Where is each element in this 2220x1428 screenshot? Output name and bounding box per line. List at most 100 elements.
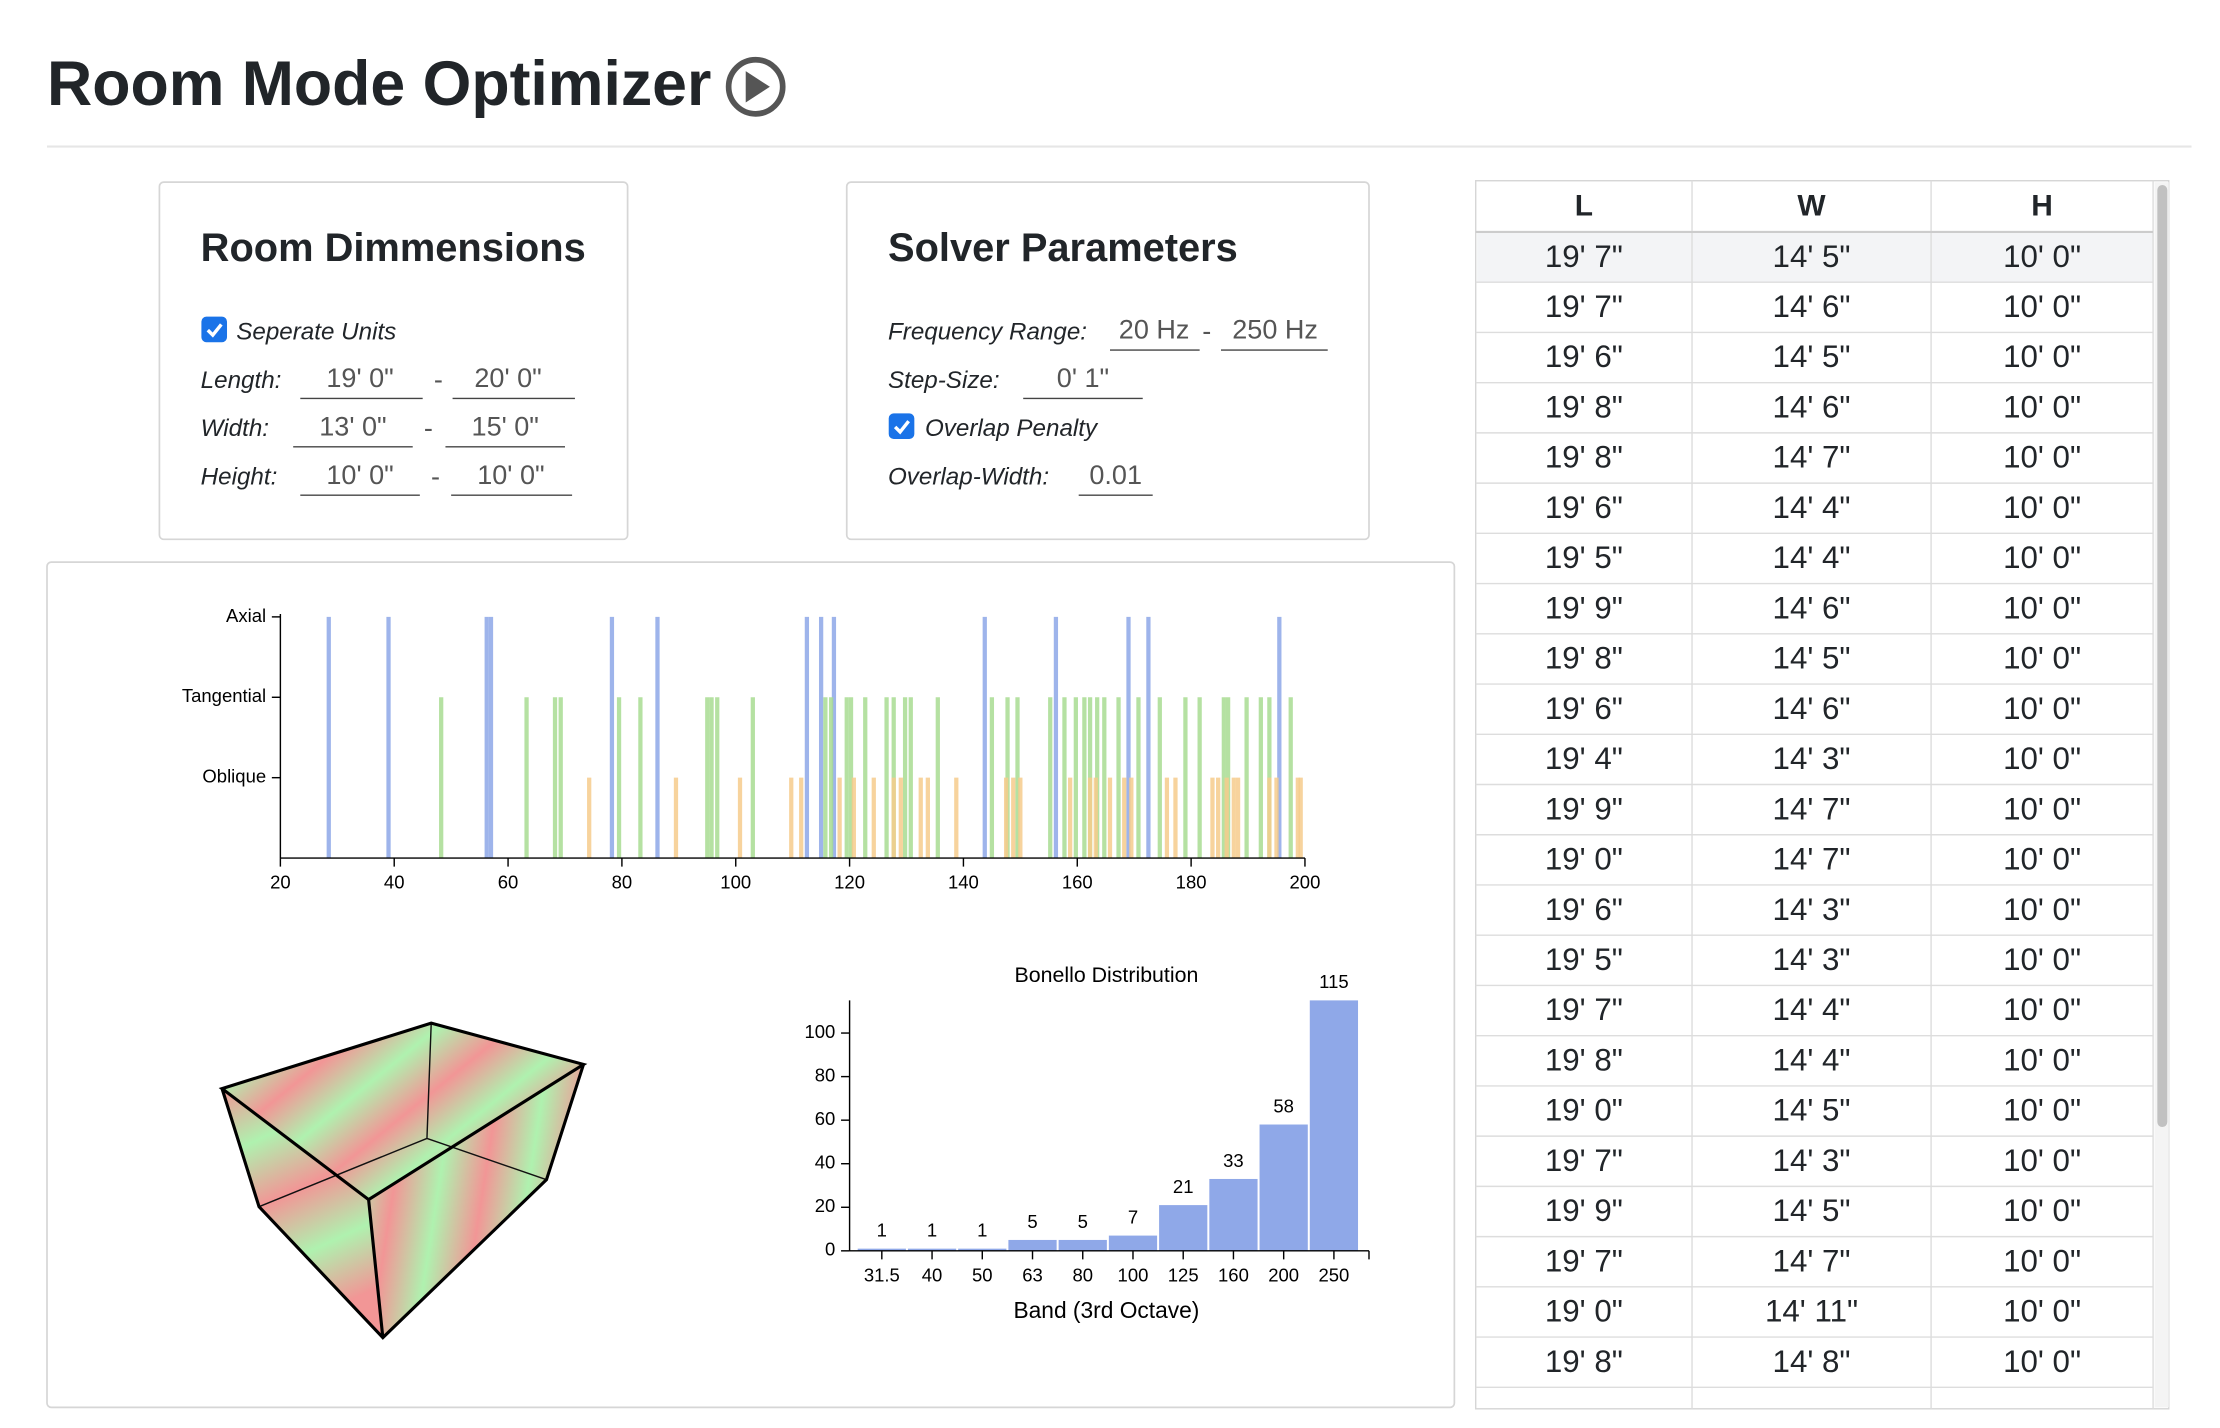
field-label: Width: (201, 415, 269, 442)
cell: 10' 0" (2003, 1294, 2081, 1329)
y-tick-label: 20 (815, 1195, 836, 1216)
cell: 14' 5" (1773, 239, 1851, 274)
value-label: 21 (1173, 1176, 1194, 1197)
page-title: Room Mode Optimizer (47, 49, 711, 119)
x-tick-label: 250 (1318, 1264, 1349, 1285)
checkbox[interactable] (201, 316, 228, 343)
checkbox-box (888, 413, 915, 440)
cell: 19' 8" (1545, 440, 1623, 475)
input[interactable]: 0' 1" (1057, 363, 1109, 393)
cell: 19' 7" (1545, 992, 1623, 1027)
cell: 10' 0" (2003, 892, 2081, 927)
column-header: W (1797, 190, 1826, 223)
bar (1058, 1239, 1107, 1251)
cell: 19' 6" (1545, 339, 1623, 374)
cell: 14' 3" (1773, 942, 1851, 977)
cell: 19' 5" (1545, 540, 1623, 575)
row-highlight (1477, 231, 2154, 283)
value-label: 33 (1223, 1150, 1244, 1171)
input[interactable]: 15' 0" (472, 411, 539, 441)
input[interactable]: 20' 0" (474, 363, 541, 393)
cell: 10' 0" (2003, 1143, 2081, 1178)
x-tick-label: 40 (922, 1264, 943, 1285)
cell: 10' 0" (2003, 1243, 2081, 1278)
cell: 14' 7" (1773, 791, 1851, 826)
x-tick-label: 80 (1072, 1264, 1093, 1285)
chart-title: Bonello Distribution (1015, 963, 1199, 987)
checkbox[interactable] (888, 413, 915, 440)
y-tick-label: 40 (815, 1152, 836, 1173)
x-tick-label: 63 (1022, 1264, 1043, 1285)
x-axis-label: Band (3rd Octave) (1013, 1297, 1199, 1323)
input[interactable]: 19' 0" (326, 363, 393, 393)
cell: 10' 0" (2003, 992, 2081, 1027)
field-label: Height: (201, 464, 278, 491)
input[interactable]: 13' 0" (319, 411, 386, 441)
cell: 19' 0" (1545, 1294, 1623, 1329)
x-tick-label: 100 (720, 872, 751, 893)
x-tick-label: 120 (834, 872, 865, 893)
value-label: 115 (1319, 971, 1348, 992)
input[interactable]: 10' 0" (477, 460, 544, 490)
value-label: 1 (927, 1219, 937, 1240)
input[interactable]: 0.01 (1089, 460, 1142, 490)
cell: 14' 6" (1773, 289, 1851, 324)
scrollbar-thumb[interactable] (2157, 184, 2168, 1128)
input[interactable]: 10' 0" (326, 460, 393, 490)
card-title: Solver Parameters (888, 226, 1238, 270)
cell: 10' 0" (2003, 942, 2081, 977)
x-tick-label: 60 (498, 872, 519, 893)
cell: 10' 0" (2003, 791, 2081, 826)
cell: 10' 0" (2003, 741, 2081, 776)
x-tick-label: 31.5 (864, 1264, 900, 1285)
separator: - (1202, 316, 1211, 346)
input[interactable]: 20 Hz (1119, 315, 1190, 345)
cell: 10' 0" (2003, 289, 2081, 324)
cell: 14' 4" (1773, 1042, 1851, 1077)
cell: 10' 0" (2003, 1193, 2081, 1228)
play-button[interactable] (725, 56, 786, 117)
cell: 19' 7" (1545, 1143, 1623, 1178)
cell: 10' 0" (2003, 239, 2081, 274)
x-tick-label: 100 (1118, 1264, 1149, 1285)
cell: 14' 3" (1773, 1143, 1851, 1178)
cell: 10' 0" (2003, 540, 2081, 575)
bar (958, 1248, 1007, 1251)
y-tick-label: Tangential (182, 685, 266, 706)
cell: 19' 7" (1545, 289, 1623, 324)
cell: 14' 8" (1773, 1344, 1851, 1379)
bar (1008, 1239, 1057, 1251)
x-tick-label: 80 (612, 872, 633, 893)
cell: 14' 11" (1765, 1294, 1858, 1329)
x-tick-label: 200 (1290, 872, 1321, 893)
bar (1159, 1205, 1208, 1251)
field-label: Length: (201, 367, 282, 394)
cell: 14' 6" (1773, 691, 1851, 726)
cell: 14' 7" (1773, 440, 1851, 475)
field-label: Overlap-Width: (888, 464, 1049, 491)
room-3d-view (218, 1021, 588, 1340)
value-label: 5 (1078, 1211, 1088, 1232)
bar (1259, 1124, 1308, 1251)
cell: 10' 0" (2003, 842, 2081, 877)
y-tick-label: 0 (825, 1239, 835, 1260)
y-tick-label: 80 (815, 1064, 836, 1085)
checkbox-label: Overlap Penalty (925, 415, 1099, 442)
separator: - (434, 365, 443, 395)
x-tick-label: 180 (1176, 872, 1207, 893)
y-tick-label: 60 (815, 1108, 836, 1129)
separator: - (431, 461, 440, 491)
value-label: 7 (1128, 1206, 1138, 1227)
cell: 19' 9" (1545, 791, 1623, 826)
input[interactable]: 250 Hz (1232, 315, 1318, 345)
x-tick-label: 160 (1218, 1264, 1249, 1285)
cell: 19' 0" (1545, 1093, 1623, 1128)
cell: 14' 7" (1773, 842, 1851, 877)
cell: 14' 6" (1773, 590, 1851, 625)
cell: 14' 3" (1773, 741, 1851, 776)
cell: 19' 7" (1545, 239, 1623, 274)
cell: 19' 6" (1545, 691, 1623, 726)
cell: 19' 5" (1545, 942, 1623, 977)
